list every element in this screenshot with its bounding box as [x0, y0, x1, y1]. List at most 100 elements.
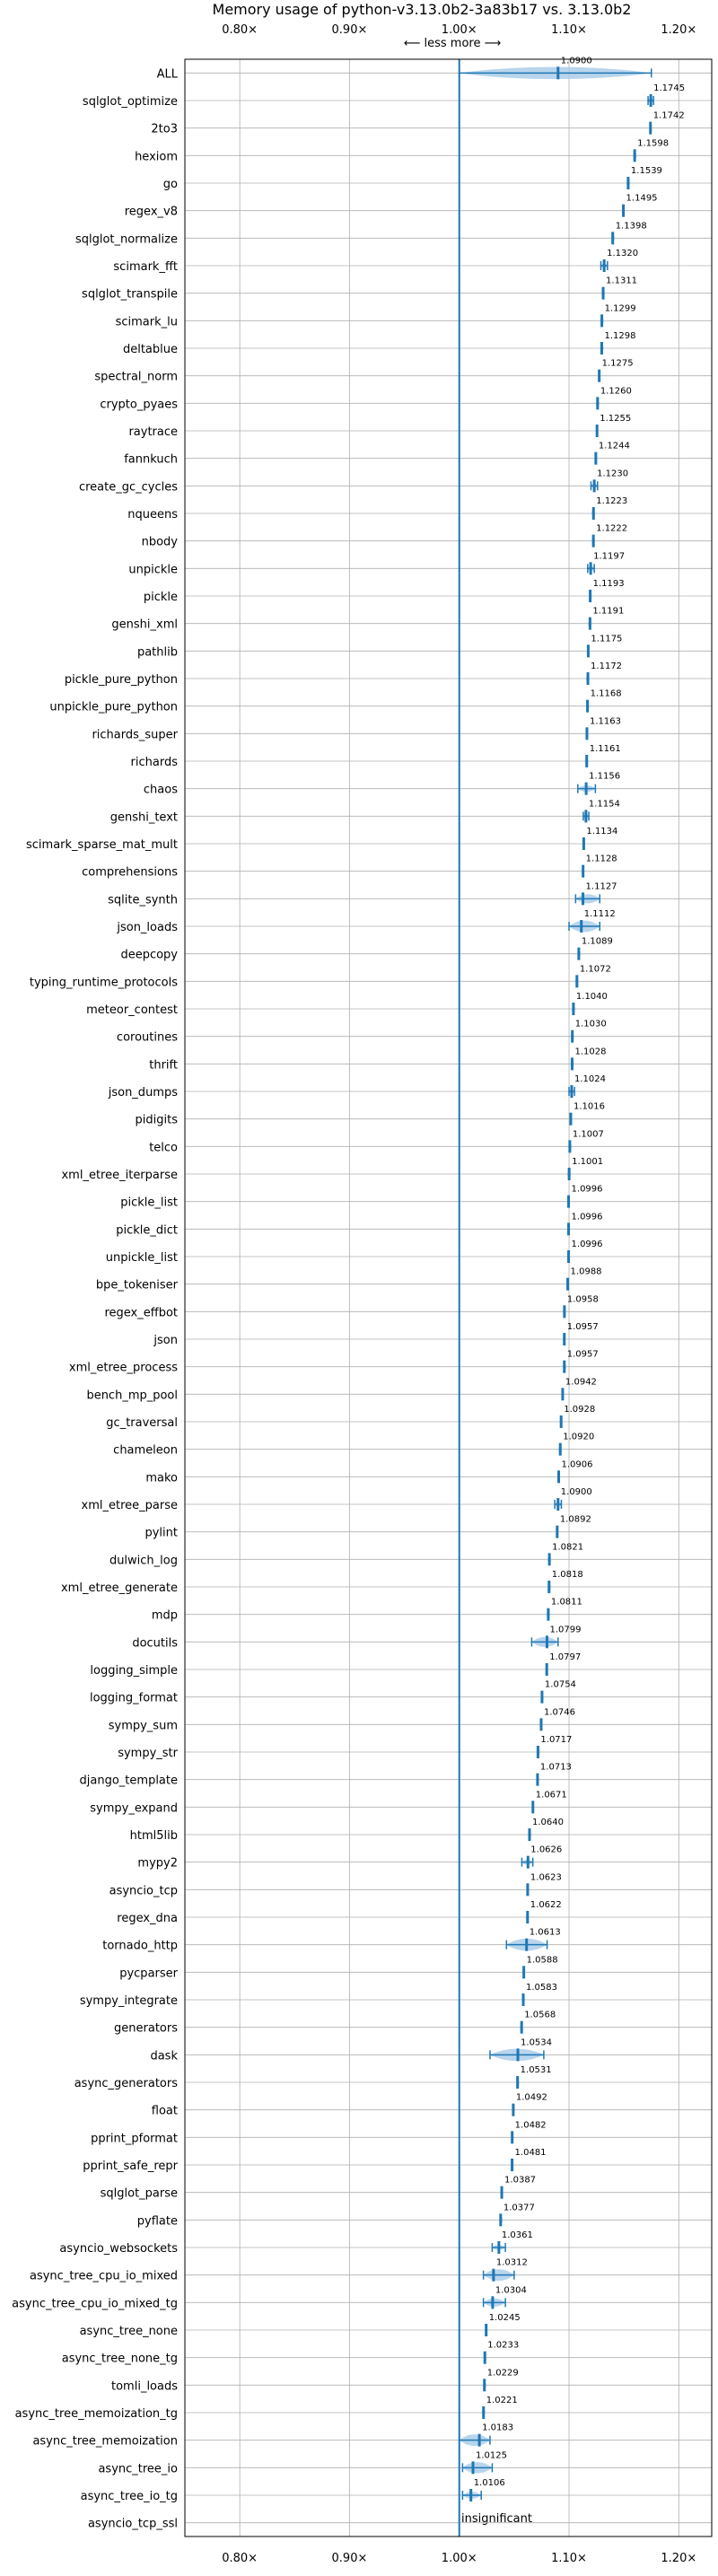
value-label-scimark_fft: 1.1320 — [607, 249, 638, 258]
value-label-xml_etree_iterparse: 1.1001 — [572, 1157, 603, 1167]
y-tick-label: async_tree_io_tg — [81, 2490, 178, 2503]
y-tick-label: chameleon — [113, 1444, 178, 1458]
y-tick-label: django_template — [80, 1774, 178, 1788]
y-tick-label: typing_runtime_protocols — [30, 976, 178, 989]
value-label-xml_etree_process: 1.0957 — [567, 1350, 599, 1360]
y-tick-label: hexiom — [135, 150, 178, 163]
value-label-async_tree_none: 1.0245 — [489, 2313, 521, 2323]
y-tick-label: docutils — [132, 1636, 178, 1650]
y-tick-label: xml_etree_parse — [82, 1499, 178, 1512]
value-label-genshi_xml: 1.1191 — [592, 607, 624, 617]
y-tick-label: async_tree_none — [80, 2325, 178, 2338]
y-tick-label: json_dumps — [108, 1086, 178, 1100]
y-tick-label: fannkuch — [124, 453, 178, 467]
value-label-crypto_pyaes: 1.1260 — [600, 386, 632, 396]
y-tick-label: json — [153, 1334, 178, 1347]
value-label-pprint_safe_repr: 1.0481 — [515, 2148, 547, 2158]
value-label-thrift: 1.1028 — [574, 1047, 606, 1056]
value-label-sqlglot_parse: 1.0387 — [504, 2176, 536, 2186]
y-tick-label: pickle_pure_python — [65, 673, 178, 687]
value-label-coroutines: 1.1030 — [575, 1020, 607, 1030]
value-label-pickle: 1.1193 — [593, 579, 625, 589]
x-tick-label-top: 1.10× — [551, 23, 587, 37]
violin-layer — [459, 66, 654, 2499]
value-label-deepcopy: 1.1089 — [582, 937, 613, 947]
x-tick-label-top: 0.80× — [222, 23, 258, 37]
value-label-sqlite_synth: 1.1127 — [586, 881, 617, 891]
value-label-mypy2: 1.0626 — [530, 1845, 562, 1855]
y-tick-label: async_tree_cpu_io_mixed_tg — [12, 2297, 178, 2310]
value-label-async_tree_memoization_tg: 1.0221 — [486, 2396, 518, 2405]
value-label-regex_effbot: 1.0958 — [567, 1294, 599, 1304]
y-tick-label: create_gc_cycles — [79, 480, 178, 494]
y-tick-label: richards_super — [92, 728, 178, 741]
value-label-scimark_lu: 1.1299 — [605, 303, 636, 313]
y-tick-label: dask — [150, 2049, 178, 2063]
value-label-sympy_integrate: 1.0583 — [526, 1983, 557, 1993]
value-label-asyncio_tcp: 1.0623 — [530, 1872, 562, 1882]
y-tick-label: async_tree_none_tg — [62, 2353, 178, 2366]
value-label-float: 1.0492 — [516, 2093, 547, 2103]
axis-layer: 0.80× 0.80× 0.90× 0.90× 1.00× 1.00× 1.10× 1.10×… — [12, 23, 713, 2565]
value-label-json_loads: 1.1112 — [584, 909, 616, 919]
value-label-async_tree_cpu_io_mixed: 1.0312 — [496, 2258, 528, 2268]
y-tick-label: coroutines — [117, 1031, 178, 1045]
value-label-async_tree_io_tg: 1.0106 — [474, 2478, 505, 2488]
value-label-telco: 1.1007 — [573, 1129, 604, 1139]
y-tick-label: regex_v8 — [125, 206, 178, 219]
y-tick-label: tomli_loads — [111, 2379, 178, 2393]
value-label-meteor_contest: 1.1040 — [576, 992, 608, 1002]
value-label-async_generators: 1.0531 — [521, 2065, 552, 2075]
value-label-async_tree_none_tg: 1.0233 — [487, 2341, 519, 2351]
value-label-gc_traversal: 1.0928 — [564, 1405, 595, 1415]
plot-frame — [184, 58, 713, 2537]
y-tick-label: nqueens — [127, 508, 178, 521]
value-label-logging_format: 1.0754 — [545, 1680, 576, 1690]
y-tick-label: sympy_expand — [90, 1801, 178, 1815]
y-tick-label: go — [163, 178, 178, 191]
y-tick-label: meteor_contest — [86, 1003, 178, 1017]
y-tick-label: deltablue — [123, 343, 178, 356]
y-tick-label: pickle_dict — [116, 1223, 178, 1237]
value-label-regex_dna: 1.0622 — [530, 1900, 562, 1910]
value-label-sympy_expand: 1.0671 — [536, 1790, 567, 1800]
value-label-xml_etree_generate: 1.0818 — [552, 1570, 583, 1580]
value-label-html5lib: 1.0640 — [532, 1818, 564, 1827]
y-tick-label: asyncio_tcp_ssl — [88, 2518, 178, 2531]
y-tick-label: asyncio_websockets — [59, 2242, 178, 2256]
y-tick-label: ALL — [157, 67, 179, 81]
value-label-unpickle_pure_python: 1.1168 — [591, 689, 622, 699]
value-label-unpickle_list: 1.0996 — [572, 1240, 603, 1249]
value-label-deltablue: 1.1298 — [604, 331, 635, 341]
value-label-pycparser: 1.0588 — [527, 1955, 558, 1965]
y-tick-label: xml_etree_iterparse — [61, 1169, 178, 1182]
y-tick-label: async_tree_memoization — [32, 2435, 178, 2449]
y-tick-label: scimark_sparse_mat_mult — [26, 838, 178, 852]
value-label-tornado_http: 1.0613 — [530, 1928, 561, 1938]
value-label-async_tree_cpu_io_mixed_tg: 1.0304 — [495, 2285, 527, 2295]
value-label-async_tree_memoization: 1.0183 — [482, 2423, 513, 2433]
y-tick-label: json_loads — [116, 921, 178, 934]
y-tick-label: chaos — [144, 784, 178, 797]
y-tick-label: pylint — [144, 1527, 178, 1540]
y-tick-label: sqlglot_optimize — [83, 95, 178, 109]
value-label-bpe_tokeniser: 1.0988 — [571, 1267, 602, 1277]
value-label-dask: 1.0534 — [521, 2037, 552, 2047]
direction-label: ⟵ less more ⟶ — [404, 37, 502, 50]
y-tick-label: float — [152, 2105, 178, 2118]
value-label-pprint_pformat: 1.0482 — [515, 2120, 547, 2130]
value-label-sympy_str: 1.0717 — [540, 1735, 572, 1745]
y-tick-label: deepcopy — [120, 949, 178, 962]
y-tick-label: genshi_text — [110, 810, 178, 824]
y-tick-label: unpickle — [128, 563, 178, 576]
value-label-pyflate: 1.0377 — [503, 2203, 535, 2212]
y-tick-label: comprehensions — [82, 866, 178, 880]
value-label-sqlglot_transpile: 1.1311 — [606, 276, 637, 286]
x-tick-label-bottom: 1.00× — [442, 2552, 477, 2565]
y-tick-label: sqlglot_parse — [101, 2187, 178, 2201]
y-tick-label: mdp — [152, 1609, 178, 1623]
y-tick-label: logging_simple — [90, 1664, 178, 1678]
y-tick-label: sympy_str — [118, 1747, 178, 1760]
y-tick-label: genshi_xml — [111, 618, 178, 632]
value-label-spectral_norm: 1.1275 — [602, 359, 634, 369]
